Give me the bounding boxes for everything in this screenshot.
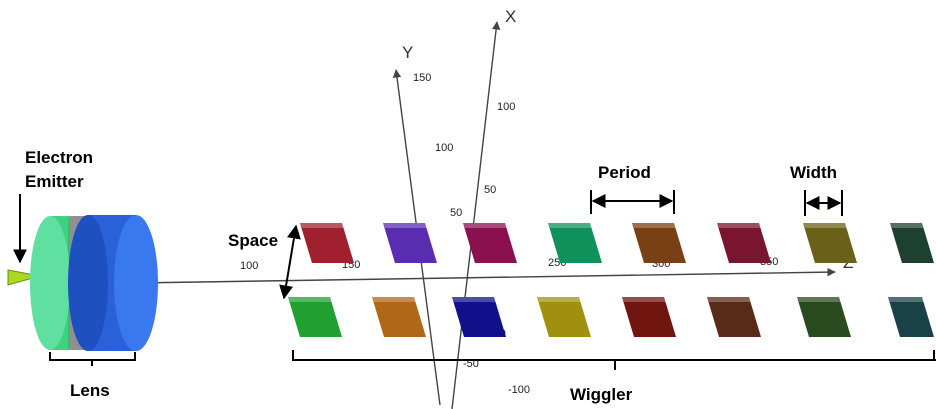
magnet-block	[288, 297, 342, 337]
magnet-block	[452, 297, 506, 337]
y-tick: 150	[413, 72, 431, 84]
magnet-highlight	[300, 223, 344, 228]
lens-disc	[30, 216, 70, 350]
magnet-highlight	[372, 297, 416, 302]
x-axis-label: X	[505, 7, 516, 26]
width-label: Width	[790, 163, 837, 182]
z-tick: 100	[240, 260, 258, 272]
space-label: Space	[228, 231, 278, 250]
magnet-highlight	[797, 297, 841, 302]
axes: Z Y X 50 100 150 250 300 350 150 100 50 …	[135, 7, 853, 409]
magnet-highlight	[632, 223, 676, 228]
magnet-highlight	[548, 223, 592, 228]
magnet-highlight	[803, 223, 847, 228]
y-tick: 50	[450, 207, 462, 219]
magnet-block	[463, 223, 517, 263]
magnet-highlight	[288, 297, 332, 302]
magnet-block	[888, 297, 934, 337]
magnet-highlight	[707, 297, 751, 302]
arrow	[284, 226, 296, 298]
magnet-block	[803, 223, 857, 263]
lens-cylinder	[68, 215, 108, 351]
magnets	[288, 223, 934, 337]
y-axis-label: Y	[402, 43, 413, 62]
x-tick: 50	[484, 184, 496, 196]
magnet-highlight	[537, 297, 581, 302]
period-label: Period	[598, 163, 651, 182]
magnet-block	[537, 297, 591, 337]
magnet-highlight	[717, 223, 761, 228]
magnet-block	[890, 223, 934, 263]
x-tick: -100	[508, 384, 530, 396]
z-axis	[135, 272, 835, 283]
magnet-highlight	[888, 297, 924, 302]
lens-label: Lens	[70, 381, 110, 400]
magnet-block	[383, 223, 437, 263]
magnet-block	[372, 297, 426, 337]
lens-face	[114, 215, 158, 351]
magnet-highlight	[452, 297, 496, 302]
wiggler-diagram: Z Y X 50 100 150 250 300 350 150 100 50 …	[0, 0, 936, 409]
magnet-block	[797, 297, 851, 337]
magnet-block	[632, 223, 686, 263]
emitter-label: Electron	[25, 148, 93, 167]
bracket	[293, 350, 936, 370]
magnet-block	[300, 223, 354, 263]
emitter-label: Emitter	[25, 172, 84, 191]
magnet-highlight	[622, 297, 666, 302]
magnet-highlight	[463, 223, 507, 228]
lens-assembly	[8, 215, 158, 351]
x-tick: 100	[497, 101, 515, 113]
bracket	[50, 352, 135, 366]
y-tick: 100	[435, 142, 453, 154]
wiggler-label: Wiggler	[570, 385, 633, 404]
magnet-block	[717, 223, 771, 263]
magnet-highlight	[890, 223, 924, 228]
magnet-highlight	[383, 223, 427, 228]
magnet-block	[622, 297, 676, 337]
magnet-block	[707, 297, 761, 337]
